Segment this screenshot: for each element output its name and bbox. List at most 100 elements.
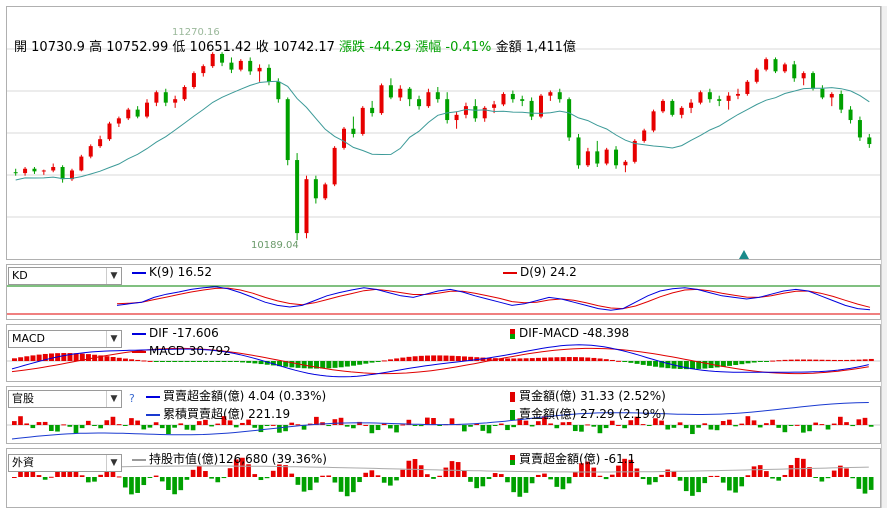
foreign-bar xyxy=(862,477,868,494)
foreign-bar xyxy=(153,475,159,477)
candle-body xyxy=(604,149,609,164)
osc-bar xyxy=(209,361,215,362)
dealer-bar xyxy=(375,425,381,431)
amount-value: 1,411億 xyxy=(525,40,576,55)
dealer-bar xyxy=(449,418,455,425)
foreign-bar xyxy=(548,477,553,480)
low-value: 10651.42 xyxy=(189,40,252,55)
dealer-bar xyxy=(431,418,436,425)
help-icon[interactable]: ? xyxy=(129,392,135,405)
candle-body xyxy=(726,95,731,101)
dealer-bar xyxy=(209,425,214,427)
candle-body xyxy=(679,107,684,115)
candle-body xyxy=(473,106,478,119)
osc-bar xyxy=(277,361,283,367)
osc-bar xyxy=(172,361,178,362)
dealer-bar xyxy=(696,425,701,428)
candle-body xyxy=(370,107,375,114)
foreign-bar xyxy=(776,477,782,481)
osc-bar xyxy=(406,356,412,361)
dealer-bar xyxy=(314,416,319,425)
dealer-bar xyxy=(702,423,708,425)
osc-bar xyxy=(609,359,615,361)
osc-bar xyxy=(73,353,79,361)
dealer-bar xyxy=(400,424,406,426)
candle-body xyxy=(351,128,356,134)
dealer-selector[interactable]: 官股 ▼ xyxy=(8,390,122,408)
osc-legend: DIF-MACD -48.398 xyxy=(510,326,629,340)
dealer-bar xyxy=(665,425,671,430)
foreign-bar xyxy=(492,473,498,477)
dealer-bar xyxy=(42,421,48,425)
foreign-selector[interactable]: 外資 ▼ xyxy=(8,454,122,472)
dealer-bar xyxy=(572,425,578,432)
dealer-bar xyxy=(831,423,837,425)
dealer-bar xyxy=(215,423,221,425)
osc-bar xyxy=(813,359,819,361)
osc-bar xyxy=(363,361,369,364)
foreign-bar xyxy=(542,473,547,477)
foreign-bar xyxy=(258,477,264,481)
candle-body xyxy=(482,107,487,119)
dealer-bar xyxy=(720,421,726,425)
change-value: -44.29 xyxy=(369,40,412,55)
foreign-bar xyxy=(819,477,825,482)
kd-panel xyxy=(6,264,881,320)
dealer-panel xyxy=(6,386,881,444)
kd-selector[interactable]: KD ▼ xyxy=(8,267,122,285)
dealer-bar xyxy=(486,425,492,434)
candle-body xyxy=(857,120,862,138)
candle-body xyxy=(276,81,281,100)
foreign-bar xyxy=(455,462,461,477)
macd-selector[interactable]: MACD ▼ xyxy=(8,330,122,348)
foreign-panel xyxy=(6,448,881,508)
foreign-bar xyxy=(572,472,578,477)
dealer-bar xyxy=(418,425,424,427)
osc-bar xyxy=(770,360,776,362)
osc-bar xyxy=(862,359,868,361)
osc-bar xyxy=(461,356,467,361)
foreign-bar xyxy=(116,476,122,478)
d-legend: D(9) 24.2 xyxy=(503,265,577,279)
osc-bar xyxy=(203,361,209,362)
candle-body xyxy=(145,102,150,117)
foreign-bar xyxy=(443,467,449,477)
vertical-scrollbar[interactable] xyxy=(881,6,887,508)
dealer-cum-line xyxy=(11,402,869,440)
macd-panel xyxy=(6,324,881,382)
dealer-bar xyxy=(233,425,239,428)
foreign-bar xyxy=(36,475,42,477)
dealer-bar xyxy=(178,423,184,425)
osc-bar xyxy=(381,360,387,362)
foreign-bar xyxy=(825,477,831,479)
dealer-bar xyxy=(690,425,695,435)
foreign-bar xyxy=(295,477,301,485)
candle-body xyxy=(848,109,853,121)
foreign-bar xyxy=(357,477,362,483)
osc-bar xyxy=(122,358,128,361)
dealer-bar xyxy=(480,425,486,431)
candle-body xyxy=(248,60,253,72)
dealer-bar xyxy=(505,425,510,431)
osc-bar xyxy=(498,358,504,361)
candle-body xyxy=(829,93,834,98)
foreign-bar xyxy=(79,475,85,477)
foreign-bar xyxy=(375,475,381,477)
foreign-bar xyxy=(505,477,510,483)
dealer-bar xyxy=(184,425,190,430)
osc-bar xyxy=(314,361,320,369)
dealer-bar xyxy=(529,425,535,427)
foreign-bar xyxy=(369,470,375,477)
osc-bar xyxy=(801,359,806,361)
dealer-bar xyxy=(862,417,868,425)
candle-body xyxy=(417,99,422,107)
dealer-bar xyxy=(129,418,134,425)
candle-body xyxy=(445,99,450,121)
foreign-bar xyxy=(640,477,646,480)
candle-body xyxy=(642,130,647,141)
osc-bar xyxy=(184,361,190,362)
candle-body xyxy=(163,92,168,103)
dealer-bar xyxy=(708,425,714,430)
candlestick-chart xyxy=(7,48,880,241)
osc-bar xyxy=(591,357,597,361)
